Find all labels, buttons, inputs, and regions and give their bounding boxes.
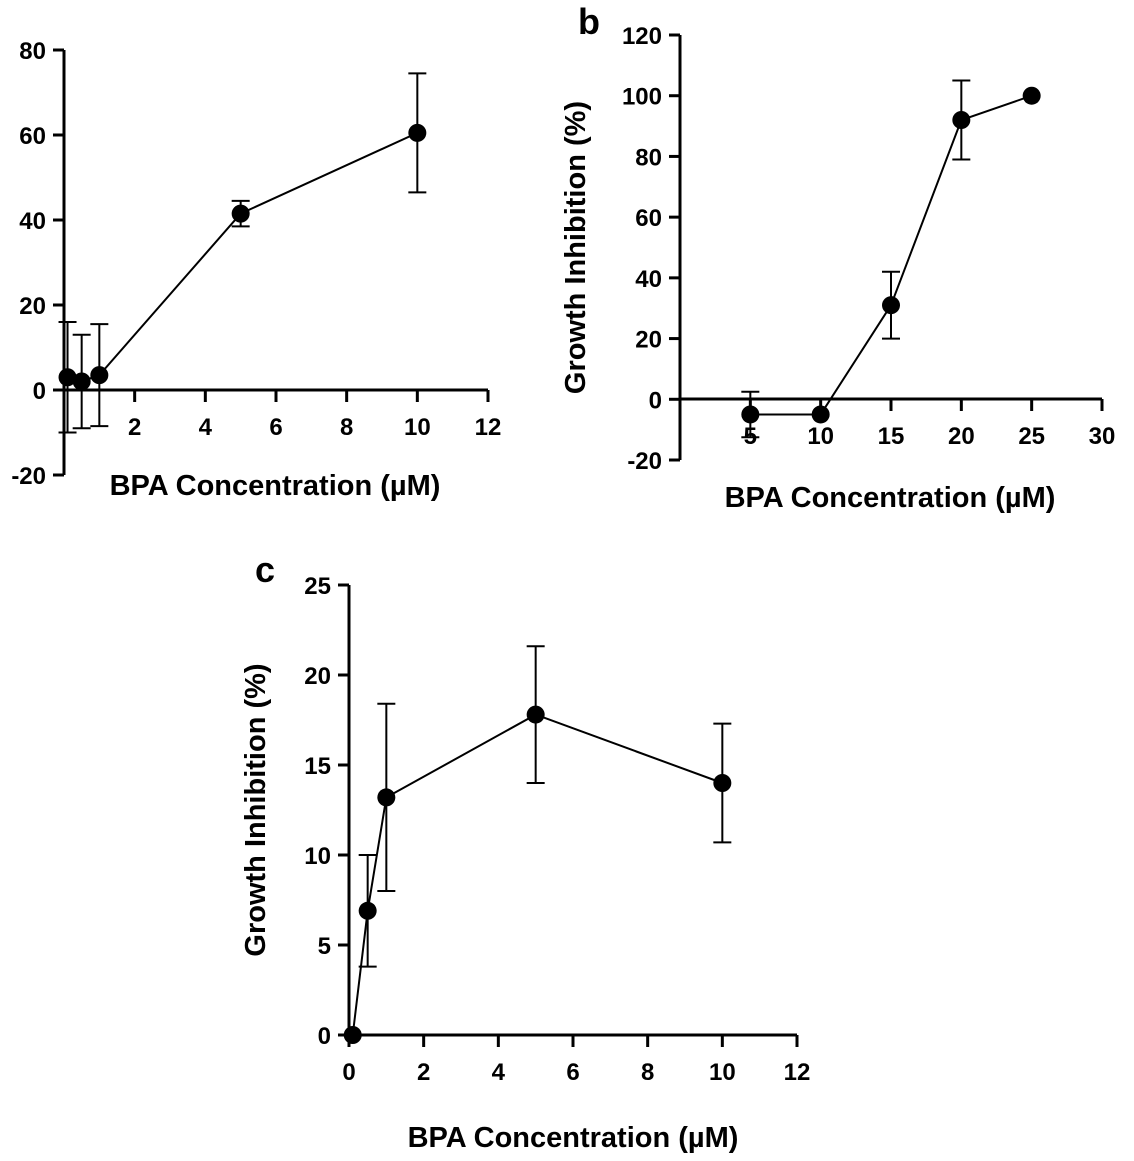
y-tick-label-a: 80 <box>19 38 46 65</box>
x-tick-label-b: 20 <box>948 423 975 450</box>
x-tick-label-c: 2 <box>417 1059 430 1086</box>
x-axis-title-b: BPA Concentration (µM) <box>725 482 1056 514</box>
x-axis-title-a: BPA Concentration (µM) <box>110 470 441 502</box>
data-point-a <box>408 123 427 142</box>
data-point-a <box>90 366 109 385</box>
panel-letter-b: b <box>578 1 600 42</box>
x-tick-label-c: 10 <box>709 1059 736 1086</box>
x-tick-label-c: 0 <box>342 1059 355 1086</box>
data-point-a <box>58 368 77 387</box>
x-tick-label-c: 8 <box>641 1059 654 1086</box>
data-point-b <box>811 405 830 424</box>
data-point-c <box>526 705 545 724</box>
x-tick-label-c: 6 <box>566 1059 579 1086</box>
y-tick-label-a: 20 <box>19 293 46 320</box>
x-tick-label-c: 12 <box>784 1059 811 1086</box>
series-line-b <box>750 94 1032 416</box>
x-tick-label-a: 4 <box>199 414 213 441</box>
y-tick-label-a: -20 <box>11 463 46 490</box>
chart-panel-a: -20 0 20 40 60 80 2 4 6 8 10 12 BPA Concentration (µ… <box>11 38 501 502</box>
x-tick-label-a: 2 <box>128 414 141 441</box>
data-point-b <box>741 405 760 424</box>
data-point-b <box>952 111 971 129</box>
x-tick-label-a: 8 <box>340 414 353 441</box>
x-tick-label-a: 6 <box>269 414 282 441</box>
x-tick-label-b: 30 <box>1089 423 1116 450</box>
y-tick-label-b: 60 <box>635 205 662 232</box>
y-tick-label-b: -20 <box>627 448 662 475</box>
chart-panel-b: -2002040608010012051015202530BPA Concent… <box>560 1 1115 514</box>
series-line-a <box>67 131 418 383</box>
data-point-b <box>882 296 900 315</box>
y-tick-label-b: 20 <box>635 327 662 354</box>
y-axis-title-b: Growth Inhibition (%) <box>560 101 592 394</box>
y-tick-label-c: 15 <box>304 753 331 780</box>
data-point-c <box>343 1026 362 1044</box>
x-axis-title-c: BPA Concentration (µM) <box>408 1122 739 1154</box>
y-tick-label-b: 120 <box>622 23 662 50</box>
chart-panel-c: 0 5 10 15 20 25 0 2 4 6 8 10 12 BPA Concentration (µM… <box>240 549 810 1154</box>
panel-letter-c: c <box>255 549 275 590</box>
x-tick-label-b: 10 <box>807 423 834 450</box>
y-tick-label-a: 60 <box>19 123 46 150</box>
y-tick-label-b: 80 <box>635 144 662 171</box>
x-tick-label-c: 4 <box>492 1059 506 1086</box>
y-tick-label-c: 25 <box>304 573 331 600</box>
data-point-a <box>72 372 91 391</box>
data-point-a <box>231 204 250 223</box>
y-tick-label-b: 100 <box>622 84 662 111</box>
y-tick-label-b: 40 <box>635 266 662 293</box>
y-tick-label-c: 5 <box>318 933 331 960</box>
y-tick-label-a: 40 <box>19 208 46 235</box>
y-tick-label-c: 0 <box>318 1023 331 1050</box>
y-axis-title-c: Growth Inhibition (%) <box>240 663 272 956</box>
y-tick-label-b: 0 <box>649 387 662 414</box>
y-tick-label-c: 10 <box>304 843 331 870</box>
x-tick-label-b: 15 <box>878 423 905 450</box>
x-tick-label-a: 10 <box>404 414 431 441</box>
data-point-c <box>713 774 732 792</box>
series-line-c <box>351 713 723 1036</box>
x-tick-label-a: 12 <box>475 414 502 441</box>
y-tick-label-a: 0 <box>33 378 46 405</box>
data-point-c <box>377 788 396 807</box>
data-point-c <box>358 901 377 920</box>
y-tick-label-c: 20 <box>304 663 331 690</box>
data-point-b <box>1022 86 1041 105</box>
x-tick-label-b: 25 <box>1018 423 1045 450</box>
